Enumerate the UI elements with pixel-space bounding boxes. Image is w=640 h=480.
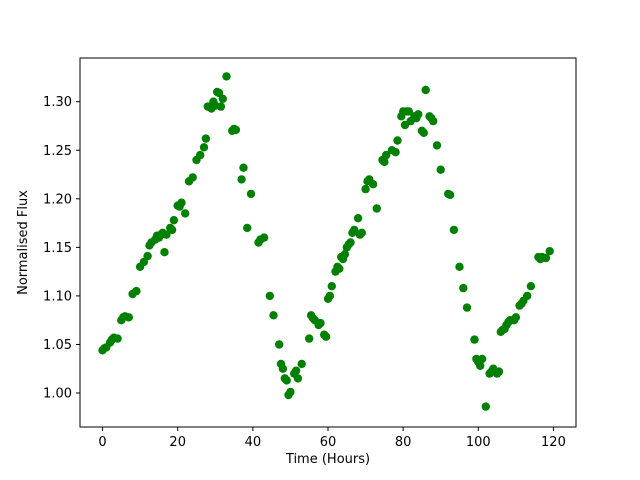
data-point xyxy=(511,313,521,322)
data-point xyxy=(143,251,152,261)
data-point xyxy=(177,198,186,207)
x-tick-label: 120 xyxy=(541,435,566,450)
data-point xyxy=(160,248,169,257)
x-tick-label: 80 xyxy=(395,435,412,450)
data-point xyxy=(526,282,536,291)
data-point xyxy=(414,110,423,119)
data-point xyxy=(477,354,487,364)
y-tick-label: 1.30 xyxy=(43,95,72,110)
y-tick-label: 1.25 xyxy=(43,144,72,159)
data-point xyxy=(353,214,363,223)
data-point xyxy=(132,286,141,296)
data-point xyxy=(321,332,331,341)
data-point xyxy=(476,361,485,370)
data-point xyxy=(380,157,389,167)
data-point xyxy=(167,225,177,235)
data-point xyxy=(162,230,171,239)
x-tick-label: 100 xyxy=(466,435,491,450)
data-point xyxy=(357,228,366,237)
data-point xyxy=(335,264,344,273)
data-point xyxy=(545,247,554,256)
data-point xyxy=(231,125,241,135)
data-point xyxy=(462,303,472,312)
data-point xyxy=(470,335,479,344)
y-tick-label: 1.20 xyxy=(43,192,72,207)
data-point xyxy=(481,402,490,411)
data-point xyxy=(216,102,226,111)
data-point xyxy=(265,291,274,301)
data-point xyxy=(201,134,211,143)
data-point xyxy=(275,340,284,349)
data-point xyxy=(391,148,400,157)
data-point xyxy=(316,318,325,328)
y-axis-label: Normalised Flux xyxy=(16,190,31,295)
data-point xyxy=(494,367,504,376)
data-point xyxy=(541,253,551,263)
data-point xyxy=(523,291,532,301)
data-point xyxy=(259,233,269,242)
data-point xyxy=(436,165,445,174)
data-point xyxy=(325,291,335,301)
data-point xyxy=(459,283,468,293)
data-point xyxy=(419,128,428,137)
data-point xyxy=(246,189,256,199)
x-tick-label: 0 xyxy=(98,435,106,450)
data-point xyxy=(293,374,303,383)
data-point xyxy=(305,334,314,343)
data-point xyxy=(286,387,295,397)
y-tick-label: 1.15 xyxy=(43,241,72,256)
x-tick-label: 60 xyxy=(320,435,337,450)
data-point xyxy=(291,366,301,375)
data-point xyxy=(445,190,455,200)
data-point xyxy=(393,136,402,145)
data-point xyxy=(346,238,355,247)
data-point xyxy=(239,163,248,172)
data-point xyxy=(113,334,122,343)
data-point xyxy=(297,359,306,369)
plot-area: 0 20 40 60 80 100 120 1.00 1.05 1.10 1.15 1.20 1.25 1… xyxy=(43,57,577,450)
data-point xyxy=(188,173,197,182)
data-point xyxy=(340,250,350,259)
x-tick-label: 40 xyxy=(245,435,262,450)
y-tick-label: 1.10 xyxy=(43,289,72,304)
data-point xyxy=(269,311,278,320)
data-point xyxy=(181,209,190,218)
data-point xyxy=(350,225,359,235)
x-tick-label: 20 xyxy=(169,435,186,450)
data-point xyxy=(169,216,179,225)
data-point xyxy=(429,116,438,126)
x-axis-label: Time (Hours) xyxy=(285,452,370,467)
data-point xyxy=(199,143,209,152)
data-point xyxy=(404,107,413,116)
data-point xyxy=(237,175,246,184)
data-point xyxy=(449,225,459,235)
data-point xyxy=(455,262,464,271)
data-point xyxy=(278,364,288,373)
y-tick-label: 1.05 xyxy=(43,338,72,353)
data-point xyxy=(432,141,442,150)
data-point xyxy=(243,223,252,233)
data-point xyxy=(222,72,231,81)
data-point xyxy=(421,85,430,95)
y-tick-label: 1.00 xyxy=(43,387,72,402)
data-point xyxy=(218,94,227,104)
data-point xyxy=(361,184,370,194)
data-point xyxy=(196,150,205,160)
data-point xyxy=(372,204,381,213)
data-point xyxy=(124,313,133,322)
data-point xyxy=(282,376,291,385)
data-point xyxy=(327,282,336,291)
data-point xyxy=(368,180,378,189)
data-point xyxy=(382,150,391,160)
